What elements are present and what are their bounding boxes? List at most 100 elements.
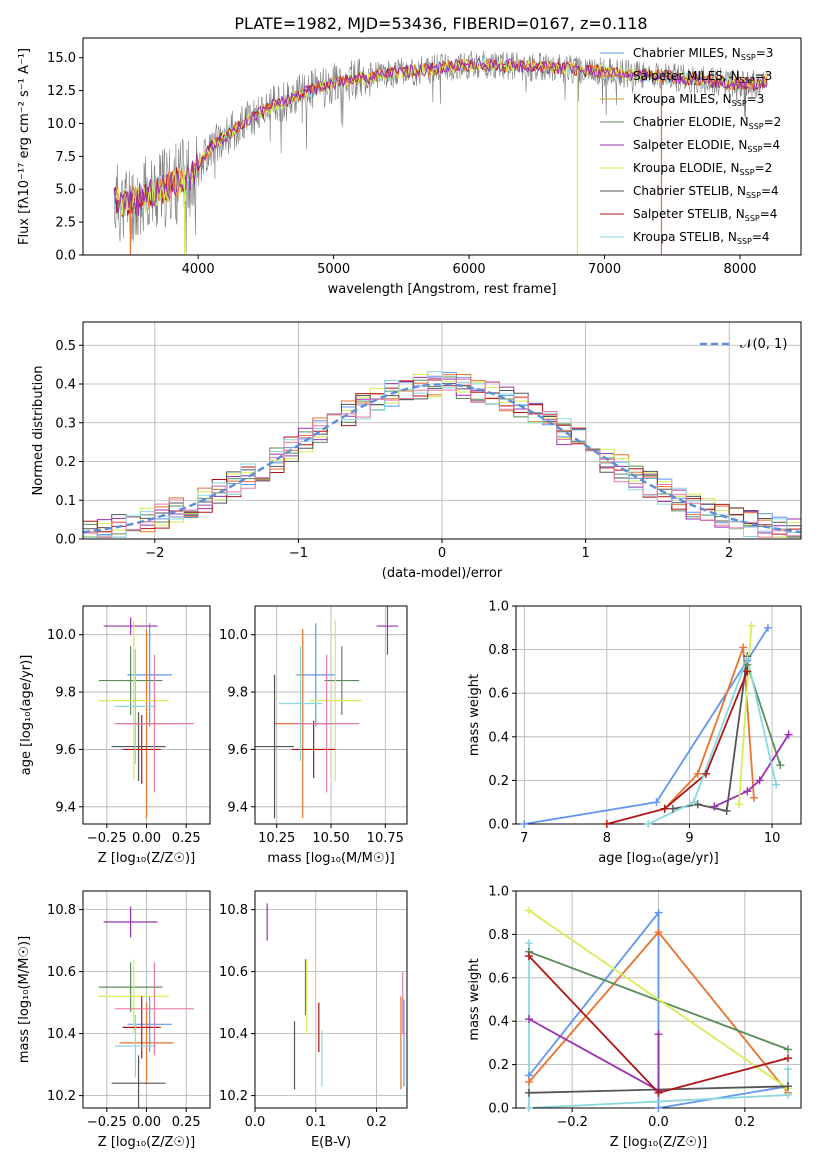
y-tick-label: 2.5	[55, 216, 76, 231]
x-tick-label: −0.2	[556, 1115, 588, 1130]
y-tick-label: 9.6	[227, 743, 248, 758]
legend-subscript: SSP	[745, 214, 760, 223]
weight-series-5	[738, 625, 753, 805]
y-tick-label: 0.0	[488, 818, 509, 833]
x-tick-label: −2	[145, 546, 164, 561]
legend-entry: Kroupa STELIB, NSSP=4	[633, 230, 770, 246]
weight-series-5	[528, 909, 789, 1090]
weight-series-1	[664, 647, 755, 810]
plus-marker	[654, 1088, 663, 1097]
x-tick-label: 2	[725, 546, 733, 561]
y-tick-label: 0.4	[488, 1015, 509, 1030]
y-tick-label: 0.2	[488, 774, 509, 789]
y-tick-label: 10.4	[219, 1027, 248, 1042]
plus-marker	[654, 1104, 663, 1112]
plus-marker	[743, 667, 752, 676]
legend-count: =3	[755, 69, 773, 83]
plus-marker	[784, 1082, 793, 1091]
y-tick-label: 0.2	[55, 455, 76, 470]
x-tick-label: 1	[581, 546, 589, 561]
y-axis-label: Normed distribution	[31, 366, 46, 496]
legend-subscript: SSP	[732, 99, 747, 108]
y-tick-label: 10.2	[219, 1089, 248, 1104]
y-tick-label: 10.0	[219, 628, 248, 643]
model-spectrum-4	[113, 57, 768, 216]
legend-subscript: SSP	[740, 76, 755, 85]
y-tick-label: 10.6	[47, 965, 76, 980]
weight-series-4	[528, 1018, 660, 1093]
x-tick-label: 8	[603, 831, 611, 846]
plot-area	[98, 906, 195, 1108]
x-tick-label: 0.00	[132, 1115, 161, 1130]
x-tick-label: 0.0	[245, 1115, 266, 1130]
y-tick-label: 0.1	[55, 494, 76, 509]
y-tick-label: 10.4	[47, 1027, 76, 1042]
y-tick-label: 0.6	[488, 687, 509, 702]
legend-count: =4	[752, 230, 770, 244]
x-tick-label: 10.25	[258, 831, 295, 846]
plus-marker	[524, 952, 533, 961]
y-tick-label: 10.2	[47, 1089, 76, 1104]
plus-marker	[652, 798, 661, 807]
legend-count: =4	[761, 184, 779, 198]
y-axis-label: mass weight	[467, 674, 482, 756]
x-tick-label: 4000	[182, 262, 215, 277]
legend-count: =3	[747, 92, 765, 106]
y-tick-label: 0.0	[488, 1102, 509, 1117]
x-tick-label: 7	[520, 831, 528, 846]
weight-series-0	[528, 910, 789, 1108]
plus-marker	[524, 939, 533, 948]
plus-marker	[602, 820, 611, 828]
y-tick-label: 0.8	[488, 643, 509, 658]
histogram-8	[83, 371, 801, 538]
plot-area	[524, 625, 790, 824]
x-tick-label: −1	[289, 546, 308, 561]
x-tick-label: −0.25	[87, 1115, 127, 1130]
mass-weight-vs-metallicity-panel: −0.2 0.0 0.2 0.0 0.2 0.4 0.6 0.8 1.0 Z [log₁₀(Z/Z…	[467, 885, 802, 1150]
plus-marker	[784, 1064, 793, 1073]
x-tick-label: 10.75	[367, 831, 404, 846]
x-axis-label: E(B-V)	[311, 1135, 351, 1150]
histogram-9	[83, 378, 801, 538]
plus-marker	[710, 802, 719, 811]
legend-entry: Kroupa MILES, NSSP=3	[633, 92, 764, 108]
y-tick-label: 0.4	[55, 378, 76, 393]
legend-entry: Chabrier STELIB, NSSP=4	[633, 184, 779, 200]
age-vs-metallicity-panel: −0.25 0.00 0.25 9.4 9.6 9.8 10.0 Z [log₁₀(Z/Z☉)…	[19, 605, 211, 866]
plus-marker	[776, 761, 785, 770]
plus-marker	[524, 1015, 533, 1024]
plus-marker	[755, 776, 764, 785]
x-tick-label: 0.25	[172, 1115, 201, 1130]
y-tick-label: 9.8	[55, 686, 76, 701]
y-tick-label: 0.0	[55, 249, 76, 264]
plus-marker	[689, 798, 698, 807]
x-axis-label: age [log₁₀(age/yr)]	[598, 851, 719, 866]
y-tick-label: 0.8	[488, 928, 509, 943]
legend-entry: Chabrier MILES, NSSP=3	[633, 46, 773, 62]
legend-label: Chabrier STELIB, N	[633, 184, 746, 198]
plus-marker	[784, 1045, 793, 1054]
legend-subscript: SSP	[747, 145, 762, 154]
axes-frame	[515, 605, 802, 825]
weight-series-7	[606, 671, 749, 824]
y-tick-label: 1.0	[488, 885, 509, 900]
normal-curve	[83, 383, 801, 534]
x-tick-label: 0	[438, 546, 446, 561]
plus-marker	[693, 800, 702, 809]
plus-marker	[722, 806, 731, 815]
y-axis-label: mass [log₁₀(M/M☉)]	[17, 936, 32, 1063]
figure-title: PLATE=1982, MJD=53436, FIBERID=0167, z=0…	[234, 14, 647, 33]
plus-marker	[749, 793, 758, 802]
y-tick-label: 12.5	[47, 84, 76, 99]
legend-entry: Salpeter MILES, NSSP=3	[633, 69, 772, 85]
x-tick-label: 0.0	[648, 1115, 669, 1130]
y-tick-label: 0.0	[55, 533, 76, 548]
x-tick-label: 5000	[317, 262, 350, 277]
y-tick-label: 10.0	[47, 628, 76, 643]
spectrum-panel: 4000 5000 6000 7000 8000 0.0 2.5 5.0 7.5 10.0 12.5…	[17, 37, 802, 297]
plus-marker	[739, 643, 748, 652]
y-tick-label: 0.5	[55, 339, 76, 354]
plus-marker	[747, 621, 756, 630]
y-tick-label: 5.0	[55, 183, 76, 198]
y-tick-label: 10.8	[219, 903, 248, 918]
